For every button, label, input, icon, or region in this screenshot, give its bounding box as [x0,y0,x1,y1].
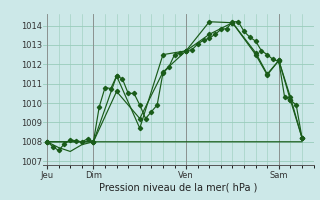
X-axis label: Pression niveau de la mer( hPa ): Pression niveau de la mer( hPa ) [99,182,258,192]
